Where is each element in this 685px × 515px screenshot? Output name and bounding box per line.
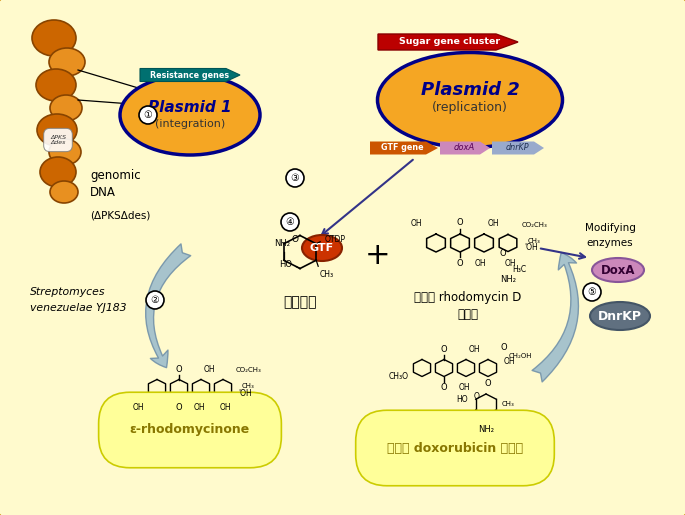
Text: O: O	[457, 259, 463, 268]
Text: NH₂: NH₂	[274, 239, 290, 248]
Text: OH: OH	[193, 403, 205, 411]
Text: venezuelae YJ183: venezuelae YJ183	[30, 303, 127, 313]
Text: GTF gene: GTF gene	[381, 144, 423, 152]
Text: O: O	[501, 342, 508, 352]
Text: O: O	[474, 392, 480, 401]
Text: O: O	[457, 218, 463, 227]
Ellipse shape	[49, 139, 81, 165]
Text: Plasmid 2: Plasmid 2	[421, 81, 519, 99]
Ellipse shape	[49, 48, 85, 76]
Ellipse shape	[377, 53, 562, 147]
Text: OH: OH	[488, 219, 499, 228]
Text: (ΔPKSΔdes): (ΔPKSΔdes)	[90, 210, 151, 220]
Circle shape	[583, 283, 601, 301]
Text: DnrKP: DnrKP	[598, 310, 642, 322]
Text: DoxA: DoxA	[601, 264, 635, 277]
Text: OH: OH	[410, 219, 422, 228]
Text: ③: ③	[290, 173, 299, 183]
FancyArrow shape	[370, 142, 438, 154]
FancyArrow shape	[492, 142, 544, 154]
Text: CH₃O: CH₃O	[389, 372, 409, 381]
Text: OH: OH	[204, 365, 216, 373]
Ellipse shape	[32, 20, 76, 56]
Text: CH₃: CH₃	[528, 238, 540, 244]
Text: dnrKP: dnrKP	[505, 144, 529, 152]
Text: H₃C: H₃C	[512, 266, 526, 274]
Text: O: O	[440, 383, 447, 391]
Ellipse shape	[592, 258, 644, 282]
Text: OH: OH	[469, 345, 481, 353]
Text: Plasmid 1: Plasmid 1	[148, 100, 232, 115]
Text: ④: ④	[286, 217, 295, 227]
Text: CH₂OH: CH₂OH	[509, 352, 532, 358]
Text: NH₂: NH₂	[478, 424, 494, 434]
Text: doxA: doxA	[453, 144, 475, 152]
Ellipse shape	[120, 75, 260, 155]
Text: O: O	[499, 249, 506, 259]
Text: +: +	[365, 241, 391, 269]
Ellipse shape	[302, 235, 342, 261]
Text: ①: ①	[144, 110, 152, 120]
Text: CH₃: CH₃	[242, 383, 255, 389]
Circle shape	[286, 169, 304, 187]
Text: 당치환 rhodomycin D: 당치환 rhodomycin D	[414, 291, 522, 304]
Text: 'OH: 'OH	[238, 389, 252, 399]
Text: ΔPKS
Δdes: ΔPKS Δdes	[50, 134, 66, 145]
Circle shape	[281, 213, 299, 231]
Text: Modifying: Modifying	[584, 223, 636, 233]
FancyArrow shape	[140, 68, 240, 81]
Ellipse shape	[40, 157, 76, 187]
Ellipse shape	[37, 114, 77, 146]
FancyArrow shape	[440, 142, 490, 154]
Text: OTDP: OTDP	[324, 235, 345, 244]
Text: OH: OH	[132, 403, 144, 411]
Text: 'OH: 'OH	[524, 244, 538, 252]
Text: HO: HO	[279, 260, 292, 269]
Text: HO: HO	[456, 395, 468, 404]
FancyArrow shape	[378, 34, 518, 50]
Text: genomic: genomic	[90, 168, 140, 181]
Text: O: O	[175, 365, 182, 373]
Text: NH₂: NH₂	[500, 276, 516, 284]
Text: CH₃: CH₃	[319, 270, 334, 279]
Text: CH₃: CH₃	[502, 402, 514, 407]
Text: OH: OH	[219, 403, 231, 411]
Text: DNA: DNA	[90, 185, 116, 198]
Ellipse shape	[50, 181, 78, 203]
Text: O: O	[440, 345, 447, 353]
FancyArrowPatch shape	[532, 252, 578, 382]
Text: GTF: GTF	[310, 243, 334, 253]
Text: CO₂CH₃: CO₂CH₃	[236, 368, 262, 373]
Text: OH: OH	[504, 259, 516, 268]
Ellipse shape	[590, 302, 650, 330]
Text: OH: OH	[504, 357, 516, 366]
Text: Sugar gene cluster: Sugar gene cluster	[399, 38, 501, 46]
Ellipse shape	[36, 69, 76, 101]
Circle shape	[146, 291, 164, 309]
Ellipse shape	[50, 95, 82, 121]
Text: 당치환 doxorubicin 유도체: 당치환 doxorubicin 유도체	[387, 441, 523, 455]
Text: ε-rhodomycinone: ε-rhodomycinone	[130, 423, 250, 437]
Text: enzymes: enzymes	[586, 238, 634, 248]
Text: Streptomyces: Streptomyces	[30, 287, 105, 297]
Text: ②: ②	[151, 295, 160, 305]
Text: (replication): (replication)	[432, 101, 508, 114]
Text: O: O	[485, 379, 491, 387]
Text: 디옥시당: 디옥시당	[284, 295, 316, 309]
Text: 유도체: 유도체	[458, 307, 479, 320]
Text: CO₂CH₃: CO₂CH₃	[522, 222, 548, 228]
Text: O: O	[291, 235, 299, 244]
Text: OH: OH	[458, 383, 470, 391]
Circle shape	[139, 106, 157, 124]
Text: OH: OH	[474, 259, 486, 268]
Text: O: O	[175, 403, 182, 411]
Text: Resistance genes: Resistance genes	[151, 71, 229, 79]
FancyArrowPatch shape	[146, 244, 190, 368]
Text: (integration): (integration)	[155, 119, 225, 129]
Text: ⑤: ⑤	[588, 287, 597, 297]
